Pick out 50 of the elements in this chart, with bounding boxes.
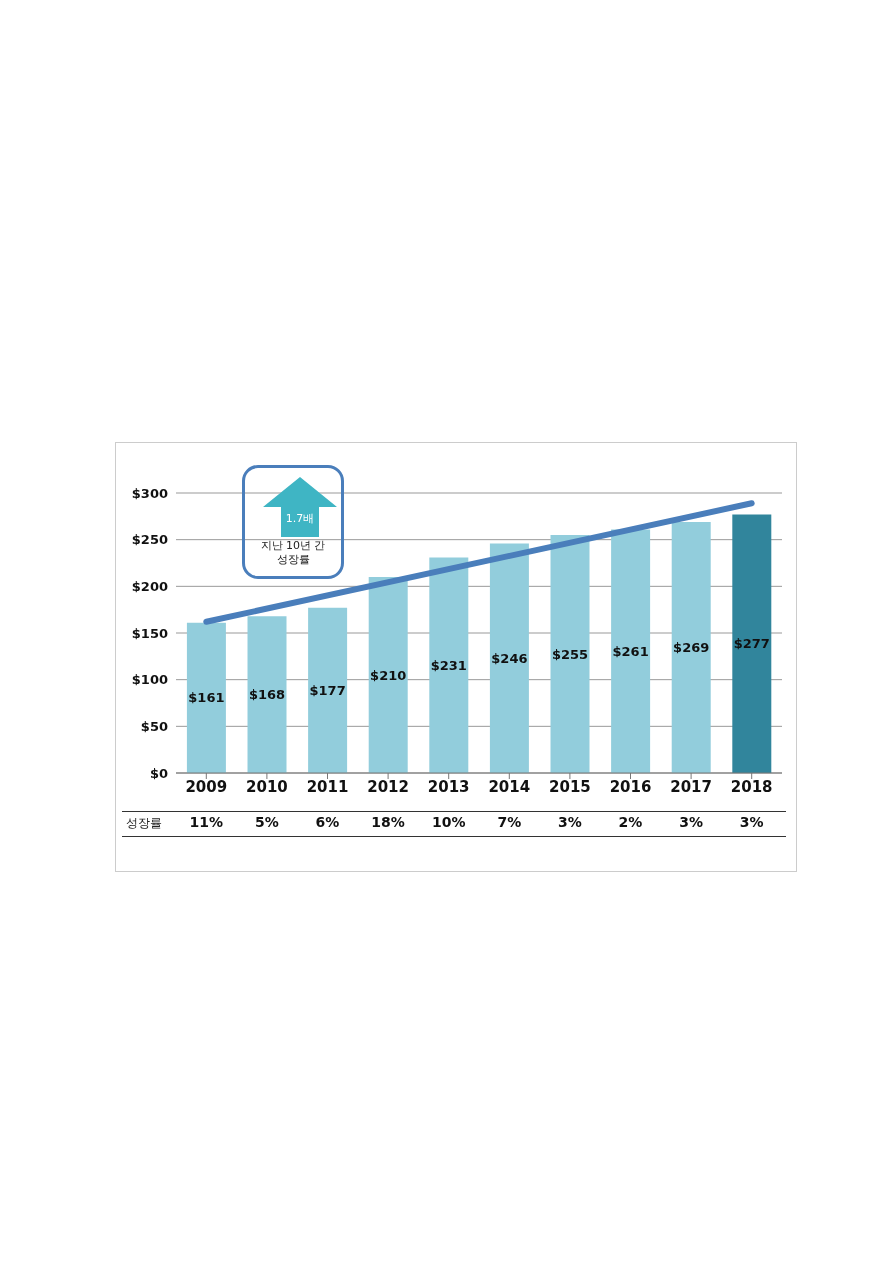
y-tick-label: $0	[149, 765, 168, 781]
bar	[671, 521, 711, 773]
data-label: $277	[733, 636, 770, 652]
bar	[247, 616, 287, 773]
y-tick-label: $200	[131, 578, 168, 594]
data-label: $261	[612, 643, 649, 659]
bar	[308, 607, 348, 773]
bar	[186, 622, 226, 773]
y-tick-label: $100	[131, 672, 168, 688]
data-label: $246	[491, 650, 528, 666]
x-tick-label: 2009	[185, 777, 228, 796]
text: 3%	[738, 814, 765, 830]
text: 3%	[557, 814, 583, 830]
y-tick-label: $300	[131, 485, 168, 501]
text: 7%	[496, 814, 523, 830]
x-tick-label: 2016	[609, 777, 652, 796]
text: 3%	[678, 814, 704, 830]
x-tick-label: 2013	[427, 777, 470, 796]
text: 성장률	[126, 815, 162, 832]
data-label: $161	[188, 690, 225, 706]
data-label: $210	[370, 667, 407, 683]
x-tick-label: 2014	[488, 777, 531, 796]
data-label: $177	[309, 683, 346, 699]
x-tick-label: 2011	[306, 777, 349, 796]
x-tick-label: 2015	[549, 777, 591, 796]
x-tick-label: 2012	[367, 777, 409, 796]
annotation: 지난 10년 간 성장률	[259, 539, 327, 567]
bar	[611, 529, 651, 773]
text: 6%	[314, 814, 341, 830]
y-tick-label: $250	[131, 532, 168, 548]
data-label: $269	[673, 640, 710, 656]
y-tick-label: $150	[131, 625, 168, 641]
text: 18%	[370, 814, 406, 830]
data-label: $168	[248, 687, 286, 703]
x-tick-label: 2010	[246, 777, 288, 796]
bar	[732, 514, 772, 773]
bar	[429, 557, 469, 773]
data-label: $255	[551, 646, 589, 662]
text: 2%	[617, 814, 644, 830]
x-tick-label: 2018	[730, 777, 773, 796]
bar	[550, 535, 590, 773]
x-tick-label: 2017	[670, 777, 712, 796]
data-label: $231	[430, 657, 467, 673]
bar	[489, 543, 529, 773]
y-tick-label: $50	[140, 718, 168, 734]
bar	[368, 577, 408, 773]
text: 11%	[188, 814, 225, 830]
text: 5%	[254, 814, 280, 830]
annotation: 1.7배	[284, 511, 316, 526]
text: 10%	[430, 814, 467, 830]
